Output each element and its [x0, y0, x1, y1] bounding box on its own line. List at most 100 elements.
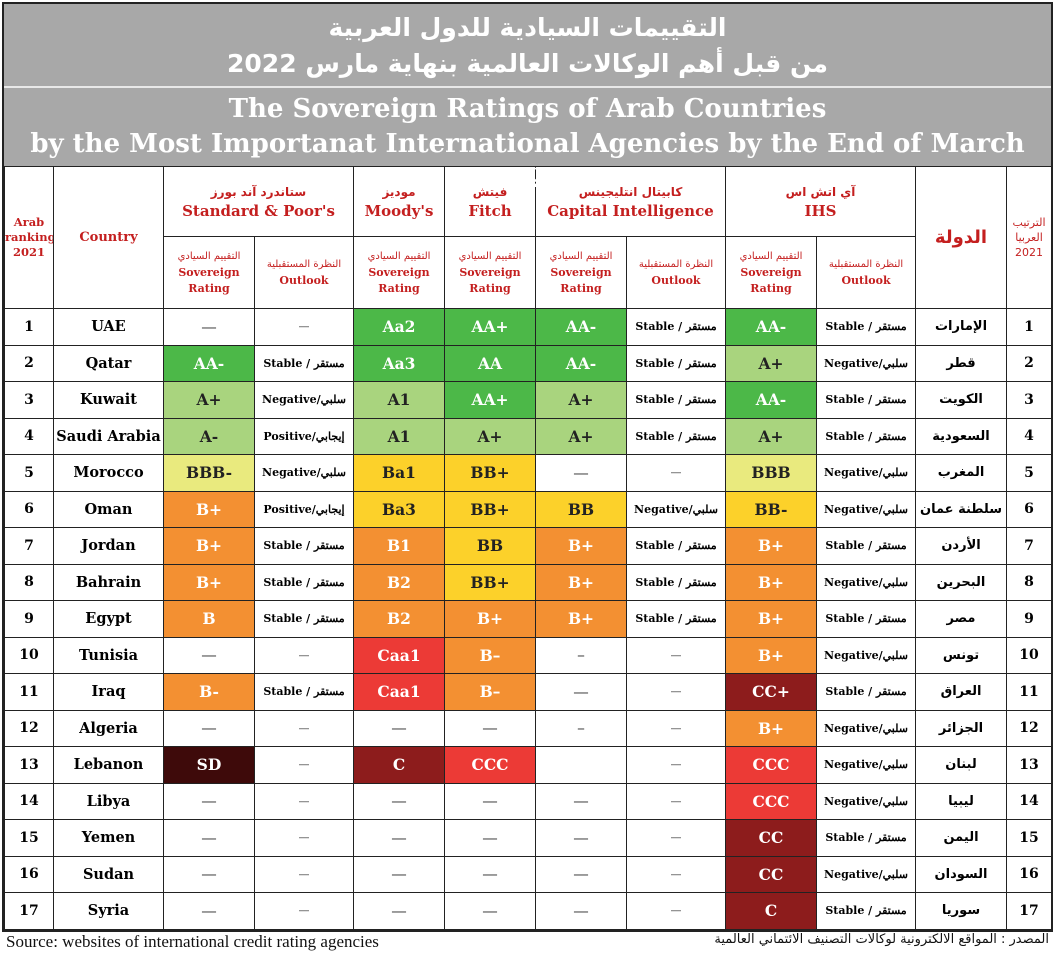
ci-outlook-cell: — — [626, 454, 726, 492]
sp-rating-cell: A- — [163, 417, 255, 455]
table-row: 16 Sudan — — — — — — CC Negative/سلبي السودان 16 — [4, 855, 1053, 893]
ihs-outlook-cell: Negative/سلبي — [815, 490, 917, 528]
table-row: 2 Qatar AA- Stable / مستقر Aa3 AA AA- Stable / … — [4, 344, 1053, 382]
sp-rating-cell: — — [163, 782, 255, 820]
arabic-title-line2: من قبل أهم الوكالات العالمية بنهاية مارس… — [227, 49, 828, 78]
table-row: 10 Tunisia — — Caa1 B– – — B+ Negative/سلبي تونس 10 — [4, 636, 1053, 674]
table-row: 11 Iraq B- Stable / مستقر Caa1 B– — — CC+ Stable … — [4, 673, 1053, 711]
moodys-rating-cell: Aa3 — [353, 344, 445, 382]
sp-outlook-cell: Positive/إيجابي — [254, 417, 354, 455]
country-ar-cell: سلطنة عمان — [915, 490, 1008, 528]
rank-cell: 3 — [4, 381, 54, 419]
header-agency-fitch: فيتش Fitch — [444, 166, 536, 237]
rank-ar-cell: 3 — [1006, 381, 1053, 419]
sp-outlook-cell: Positive/إيجابي — [254, 490, 354, 528]
subheader-sovereign-en: Sovereign Rating — [550, 265, 612, 295]
country-ar-cell: سوريا — [915, 892, 1008, 930]
ci-outlook-cell: — — [626, 892, 726, 930]
subheader-sovereign-ar: التقييم السيادي — [458, 250, 522, 262]
subheader-sovereign-ar: التقييم السيادي — [739, 250, 803, 262]
table-row: 15 Yemen — — — — — — CC Stable / مستقر اليمن 15 — [4, 819, 1053, 857]
country-ar-cell: البحرين — [915, 563, 1008, 601]
ci-outlook-cell: — — [626, 819, 726, 857]
ci-rating-cell: – — [535, 636, 627, 674]
ihs-outlook-cell: Stable / مستقر — [815, 673, 917, 711]
ihs-rating-cell: B+ — [725, 600, 817, 638]
rank-ar-cell: 7 — [1006, 527, 1053, 565]
ihs-outlook-cell: Negative/سلبي — [815, 344, 917, 382]
subheader-sovereign-en: Sovereign Rating — [178, 265, 240, 295]
sp-outlook-cell: — — [254, 782, 354, 820]
fitch-rating-cell: B– — [444, 636, 536, 674]
ihs-rating-cell: A+ — [725, 417, 817, 455]
country-cell: Egypt — [53, 600, 164, 638]
sp-outlook-cell: Stable / مستقر — [254, 673, 354, 711]
ihs-outlook-cell: Stable / مستقر — [815, 819, 917, 857]
rank-cell: 10 — [4, 636, 54, 674]
sp-outlook-cell: — — [254, 855, 354, 893]
subheader-sovereign-en: Sovereign Rating — [459, 265, 521, 295]
fitch-rating-cell: BB — [444, 527, 536, 565]
ihs-rating-cell: BB- — [725, 490, 817, 528]
ihs-rating-cell: CCC — [725, 782, 817, 820]
sp-rating-cell: — — [163, 636, 255, 674]
fitch-rating-cell: AA — [444, 344, 536, 382]
agency-sp-ar: ستاندرد آند بورز — [210, 184, 307, 199]
ci-outlook-cell: — — [626, 746, 726, 784]
ihs-rating-cell: CC+ — [725, 673, 817, 711]
table-row: 3 Kuwait A+ Negative/سلبي A1 AA+ A+ Stable / مس… — [4, 381, 1053, 419]
rank-cell: 7 — [4, 527, 54, 565]
ci-outlook-cell: Stable / مستقر — [626, 527, 726, 565]
moodys-rating-cell: Ba3 — [353, 490, 445, 528]
country-ar-cell: مصر — [915, 600, 1008, 638]
rank-cell: 5 — [4, 454, 54, 492]
agency-ci-en: Capital Intelligence — [547, 201, 714, 220]
rank-cell: 16 — [4, 855, 54, 893]
ci-rating-cell: B+ — [535, 563, 627, 601]
ihs-outlook-cell: Negative/سلبي — [815, 636, 917, 674]
country-ar-cell: الإمارات — [915, 308, 1008, 346]
table-row: 14 Libya — — — — — — CCC Negative/سلبي ليبيا 14 — [4, 782, 1053, 820]
rank-cell: 8 — [4, 563, 54, 601]
country-cell: Bahrain — [53, 563, 164, 601]
rank-ar-cell: 11 — [1006, 673, 1053, 711]
ihs-rating-cell: B+ — [725, 563, 817, 601]
country-cell: Sudan — [53, 855, 164, 893]
subheader-outlook-en: Outlook — [279, 273, 329, 287]
moodys-rating-cell: Caa1 — [353, 673, 445, 711]
agency-ihs-ar: آي اتش اس — [785, 184, 856, 199]
fitch-rating-cell: — — [444, 782, 536, 820]
header-country-en: Country — [53, 166, 164, 309]
ci-rating-cell: — — [535, 673, 627, 711]
header-rank-ar: الترتيب العربيا 2021 — [1006, 166, 1053, 309]
english-title-banner: The Sovereign Ratings of Arab Countries … — [4, 88, 1051, 194]
ci-outlook-cell: — — [626, 673, 726, 711]
rank-cell: 9 — [4, 600, 54, 638]
country-cell: Tunisia — [53, 636, 164, 674]
rank-ar-cell: 2 — [1006, 344, 1053, 382]
sp-rating-cell: B+ — [163, 527, 255, 565]
country-cell: Kuwait — [53, 381, 164, 419]
country-cell: Lebanon — [53, 746, 164, 784]
ihs-outlook-cell: Negative/سلبي — [815, 454, 917, 492]
rank-ar-cell: 9 — [1006, 600, 1053, 638]
arabic-title-line1: التقييمات السيادية للدول العربية — [328, 13, 727, 42]
ci-outlook-cell: Negative/سلبي — [626, 490, 726, 528]
ci-outlook-cell: Stable / مستقر — [626, 381, 726, 419]
country-ar-cell: تونس — [915, 636, 1008, 674]
ci-rating-cell: — — [535, 782, 627, 820]
sp-rating-cell: B+ — [163, 563, 255, 601]
country-cell: Jordan — [53, 527, 164, 565]
sp-rating-cell: B — [163, 600, 255, 638]
ihs-rating-cell: AA- — [725, 381, 817, 419]
sp-outlook-cell: Stable / مستقر — [254, 600, 354, 638]
ci-outlook-cell: Stable / مستقر — [626, 563, 726, 601]
ihs-outlook-cell: Stable / مستقر — [815, 417, 917, 455]
sp-outlook-cell: Stable / مستقر — [254, 344, 354, 382]
subheader-row: التقييم السيادي Sovereign Rating النظرة ال… — [5, 236, 1052, 309]
sp-outlook-cell: — — [254, 892, 354, 930]
subheader-sovereign-0: التقييم السيادي Sovereign Rating — [163, 236, 255, 309]
ihs-rating-cell: CC — [725, 855, 817, 893]
header-agency-sp: ستاندرد آند بورز Standard & Poor's — [163, 166, 354, 237]
moodys-rating-cell: — — [353, 892, 445, 930]
